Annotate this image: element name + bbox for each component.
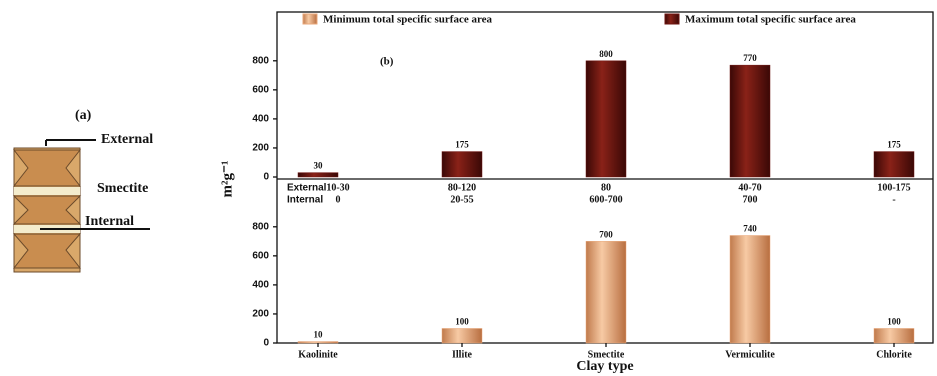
x-tick-label: Illite (452, 349, 473, 360)
y-tick-label: 800 (252, 55, 269, 66)
x-axis-label: Clay type (576, 359, 633, 374)
legend-label: Maximum total specific surface area (685, 14, 856, 26)
panel-label: (b) (380, 56, 394, 68)
value-label: 770 (743, 53, 757, 63)
bar (586, 241, 626, 343)
y-tick-label: 400 (252, 114, 269, 125)
row-label: Internal (287, 195, 323, 206)
y-tick-label: 200 (252, 309, 269, 320)
legend-swatch (665, 14, 679, 24)
y-tick-label: 0 (263, 338, 269, 349)
panel-label: (a) (75, 108, 92, 123)
table-cell: 0 (336, 194, 341, 205)
y-tick-label: 0 (263, 172, 269, 183)
bar (442, 152, 482, 177)
legend-label: Minimum total specific surface area (323, 14, 493, 26)
bar (298, 342, 338, 343)
table-cell: 40-70 (738, 182, 761, 193)
diagram-label: Smectite (97, 181, 148, 196)
y-axis-label: m²g⁻¹ (219, 161, 235, 198)
x-tick-label: Vermiculite (725, 349, 775, 360)
y-tick-label: 400 (252, 280, 269, 291)
table-cell: 80 (601, 182, 611, 193)
bar (730, 65, 770, 177)
x-tick-label: Chlorite (876, 349, 912, 360)
table-cell: 80-120 (448, 182, 476, 193)
bar (586, 61, 626, 177)
bar (442, 328, 482, 343)
table-cell: 100-175 (877, 182, 910, 193)
legend-swatch (303, 14, 317, 24)
bar (298, 173, 338, 177)
bar (730, 236, 770, 343)
table-cell: 10-30 (326, 182, 349, 193)
y-tick-label: 200 (252, 143, 269, 154)
diagram-label: External (101, 132, 153, 147)
value-label: 175 (887, 140, 901, 150)
x-tick-label: Kaolinite (298, 349, 338, 360)
y-tick-label: 600 (252, 84, 269, 95)
table-cell: 20-55 (450, 194, 473, 205)
value-label: 175 (455, 140, 469, 150)
figure: (a) External Smectite Internal (b) 0 200 4… (0, 0, 937, 376)
table-cell: 600-700 (589, 194, 622, 205)
diagram-label: Internal (85, 214, 134, 229)
table-cell: 700 (743, 194, 758, 205)
value-label: 100 (455, 317, 469, 327)
value-label: 30 (314, 161, 324, 171)
bar (874, 328, 914, 343)
value-label: 700 (599, 229, 613, 239)
bar (874, 152, 914, 177)
y-tick-label: 600 (252, 250, 269, 261)
table-cell: - (892, 194, 895, 205)
smectite-diagram (14, 140, 150, 272)
row-label: External (287, 183, 327, 194)
value-label: 800 (599, 49, 613, 59)
value-label: 10 (314, 330, 324, 340)
y-tick-label: 800 (252, 221, 269, 232)
value-label: 100 (887, 317, 901, 327)
value-label: 740 (743, 224, 757, 234)
